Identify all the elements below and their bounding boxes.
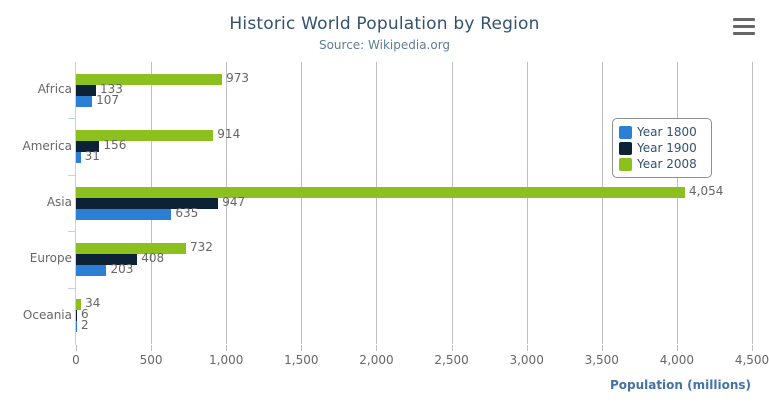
bar-america-year-1800[interactable]: [76, 152, 81, 164]
bar-america-year-1900[interactable]: [76, 141, 100, 153]
x-axis-label-1500: 1,500: [284, 353, 319, 367]
bar-africa-year-1900[interactable]: [76, 84, 96, 96]
x-axis-label-4000: 4,000: [659, 353, 695, 367]
y-axis-label-america: America: [22, 138, 73, 153]
menu-bar-1: [733, 18, 755, 21]
y-axis-label-asia: Asia: [46, 195, 72, 209]
gridline-3000: [526, 62, 528, 344]
legend-label: Year 1900: [637, 141, 697, 155]
bar-oceania-year-2008[interactable]: [76, 299, 82, 311]
x-axis-label-4500: 4,500: [734, 353, 769, 367]
bar-value-africa-year-1800: 107: [96, 92, 119, 107]
bar-europe-year-2008[interactable]: [76, 242, 186, 254]
y-axis-label-africa: Africa: [37, 82, 72, 97]
x-tick-4000: [676, 345, 678, 351]
gridline-1500: [301, 62, 303, 344]
bar-oceania-year-1800[interactable]: [76, 321, 77, 333]
legend-swatch-icon: [619, 157, 632, 171]
x-axis-title: Population (millions): [609, 378, 751, 392]
bar-europe-year-1900[interactable]: [76, 253, 138, 265]
bar-oceania-year-1900[interactable]: [76, 310, 77, 322]
bar-europe-year-1800[interactable]: [76, 264, 107, 276]
x-axis-label-2500: 2,500: [434, 353, 469, 367]
bar-value-europe-year-2008: 732: [189, 239, 213, 254]
legend-item-year-1900[interactable]: Year 1900: [619, 140, 705, 156]
bar-value-oceania-year-1900: 6: [81, 307, 89, 322]
y-tick-europe: [68, 231, 76, 233]
x-tick-3000: [526, 345, 528, 351]
chart-legend: Year 1800 Year 1900 Year 2008: [612, 118, 712, 178]
gridline-3500: [601, 62, 603, 344]
chart-subtitle: Source: Wikipedia.org: [318, 38, 451, 52]
x-axis-label-500: 500: [139, 353, 163, 367]
y-axis-line: [75, 62, 76, 345]
gridline-1000: [226, 62, 228, 344]
bar-asia-year-1800[interactable]: [76, 208, 172, 220]
x-tick-2000: [376, 345, 378, 351]
y-tick-america: [68, 118, 76, 120]
menu-bar-3: [733, 32, 755, 35]
x-axis-label-3500: 3,500: [584, 353, 619, 367]
x-tick-3500: [601, 345, 603, 351]
bar-value-america-year-1900: 156: [103, 138, 127, 153]
legend-swatch-icon: [619, 125, 632, 139]
x-axis-label-3000: 3,000: [509, 353, 544, 367]
x-tick-2500: [451, 345, 453, 351]
gridline-4000: [676, 62, 678, 344]
legend-item-year-1800[interactable]: Year 1800: [619, 124, 705, 140]
bar-value-africa-year-1900: 133: [99, 81, 123, 96]
bar-value-america-year-2008: 914: [217, 127, 241, 142]
legend-swatch-icon: [619, 141, 632, 155]
bar-value-oceania-year-1800: 2: [81, 318, 89, 333]
bar-africa-year-2008[interactable]: [76, 73, 223, 85]
x-tick-4500: [752, 345, 753, 351]
chart-title: Historic World Population by Region: [229, 14, 540, 34]
legend-item-year-2008[interactable]: Year 2008: [619, 156, 705, 172]
bar-africa-year-1800[interactable]: [76, 95, 93, 107]
bar-value-asia-year-1800: 635: [175, 205, 199, 220]
bar-value-asia-year-1900: 947: [222, 194, 246, 209]
bar-value-america-year-1800: 31: [84, 149, 100, 164]
y-axis-label-oceania: Oceania: [22, 307, 72, 322]
y-axis-label-europe: Europe: [29, 251, 72, 266]
legend-label: Year 1800: [637, 125, 697, 139]
bar-asia-year-1900[interactable]: [76, 197, 219, 209]
y-axis-labels: Africa America Asia Europe Oceania: [0, 0, 73, 416]
gridline-2000: [376, 62, 378, 344]
gridline-2500: [451, 62, 453, 344]
gridline-4500: [752, 62, 753, 344]
bar-value-africa-year-2008: 973: [226, 70, 250, 85]
menu-bar-2: [733, 25, 755, 28]
bar-value-europe-year-1900: 408: [141, 250, 165, 265]
x-axis-label-1000: 1,000: [209, 353, 244, 367]
y-tick-asia: [68, 174, 76, 176]
x-axis-label-2000: 2,000: [359, 353, 394, 367]
bar-value-oceania-year-2008: 34: [85, 296, 101, 311]
y-tick-oceania: [68, 287, 76, 289]
legend-label: Year 2008: [637, 157, 697, 171]
x-tick-500: [151, 345, 153, 351]
plot-area: 973 133 107 914 156 31 4,054 947 635 732 408 203 34 6…: [76, 62, 752, 344]
x-tick-0: [76, 345, 77, 351]
bar-value-asia-year-2008: 4,054: [689, 183, 724, 198]
x-axis-label-0: 0: [72, 353, 80, 367]
x-tick-1500: [301, 345, 303, 351]
bar-america-year-2008[interactable]: [76, 130, 214, 142]
bar-value-europe-year-1800: 203: [110, 261, 134, 276]
x-tick-1000: [226, 345, 228, 351]
bar-asia-year-2008[interactable]: [76, 186, 685, 198]
hamburger-menu-icon[interactable]: [733, 18, 755, 35]
